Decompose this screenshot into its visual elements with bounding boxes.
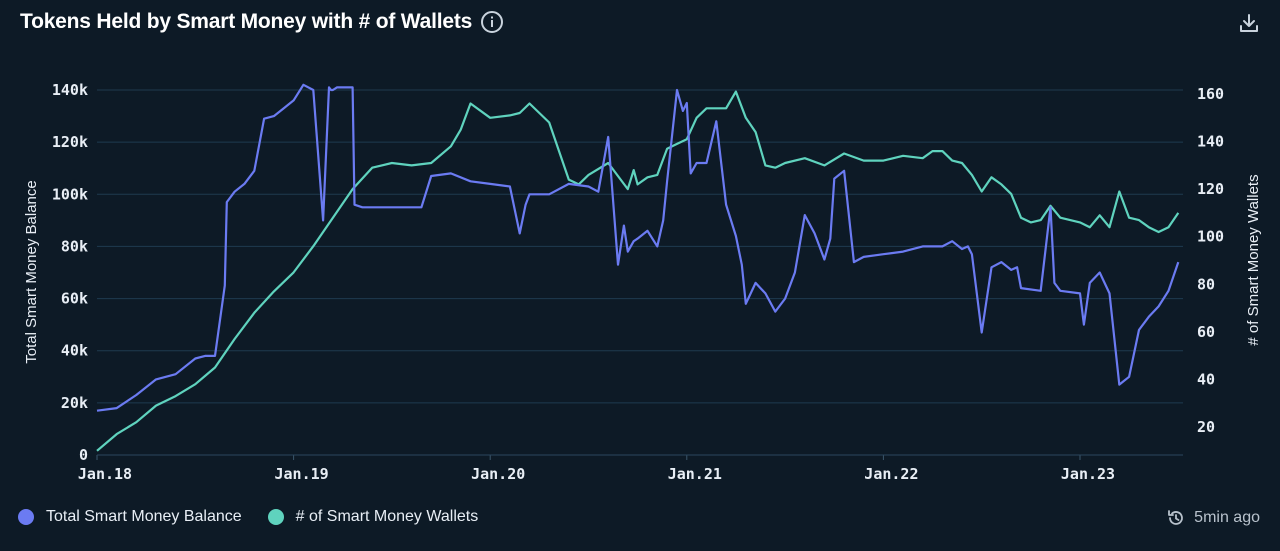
info-icon[interactable]	[480, 10, 504, 34]
y-left-tick-label: 80k	[61, 237, 88, 255]
y-left-tick-label: 60k	[61, 290, 88, 308]
y-right-tick-label: 80	[1197, 275, 1215, 293]
x-tick-label: Jan.23	[1061, 465, 1115, 483]
legend-label-wallets: # of Smart Money Wallets	[295, 508, 479, 525]
x-tick-label: Jan.21	[668, 465, 722, 483]
updated-label: 5min ago	[1194, 509, 1260, 526]
y-right-tick-label: 60	[1197, 323, 1215, 341]
y-right-tick-label: 100	[1197, 228, 1224, 246]
y-left-tick-label: 40k	[61, 342, 88, 360]
y-left-tick-label: 100k	[52, 185, 88, 203]
y-left-tick-label: 20k	[61, 394, 88, 412]
y-right-tick-label: 40	[1197, 370, 1215, 388]
chart-header: Tokens Held by Smart Money with # of Wal…	[20, 10, 504, 34]
chart-title: Tokens Held by Smart Money with # of Wal…	[20, 10, 473, 33]
y-right-tick-label: 20	[1197, 418, 1215, 436]
y-right-tick-label: 160	[1197, 85, 1224, 103]
series-line-wallets	[96, 90, 1180, 452]
legend-dot-balance	[18, 509, 34, 525]
x-tick-label: Jan.20	[471, 465, 525, 483]
legend-dot-wallets	[267, 509, 284, 525]
history-icon	[1168, 510, 1184, 525]
y-left-tick-label: 140k	[52, 81, 88, 99]
y-right-tick-label: 140	[1197, 133, 1224, 151]
x-ticks: Jan.18 Jan.19 Jan.20 Jan.21 Jan.22 Jan.23	[78, 454, 1183, 483]
x-tick-label: Jan.19	[275, 465, 329, 483]
x-tick-label: Jan.22	[864, 465, 918, 483]
legend-item-balance[interactable]: Total Smart Money Balance	[18, 508, 242, 526]
y-left-tick-label: 120k	[52, 133, 88, 151]
series-line-balance	[96, 83, 1180, 412]
y-right-axis-title: # of Smart Money Wallets	[1245, 174, 1262, 345]
last-updated: 5min ago	[1166, 508, 1260, 528]
download-icon[interactable]	[1238, 12, 1260, 34]
y-left-axis-title: Total Smart Money Balance	[23, 180, 40, 363]
x-tick-label: Jan.18	[78, 465, 132, 483]
legend-item-wallets[interactable]: # of Smart Money Wallets	[267, 508, 479, 526]
chart-svg: 0 20k 40k 60k 80k 100k 120k 140k 20 40 60 80 100 120…	[23, 81, 1262, 483]
y-right-tick-label: 120	[1197, 180, 1224, 198]
legend-label-balance: Total Smart Money Balance	[46, 508, 242, 525]
gridlines	[97, 89, 1183, 456]
legend: Total Smart Money Balance # of Smart Mon…	[18, 508, 504, 526]
y-left-ticks: 0 20k 40k 60k 80k 100k 120k 140k	[52, 81, 88, 464]
y-left-tick-label: 0	[79, 446, 88, 464]
y-right-ticks: 20 40 60 80 100 120 140 160	[1197, 85, 1224, 436]
